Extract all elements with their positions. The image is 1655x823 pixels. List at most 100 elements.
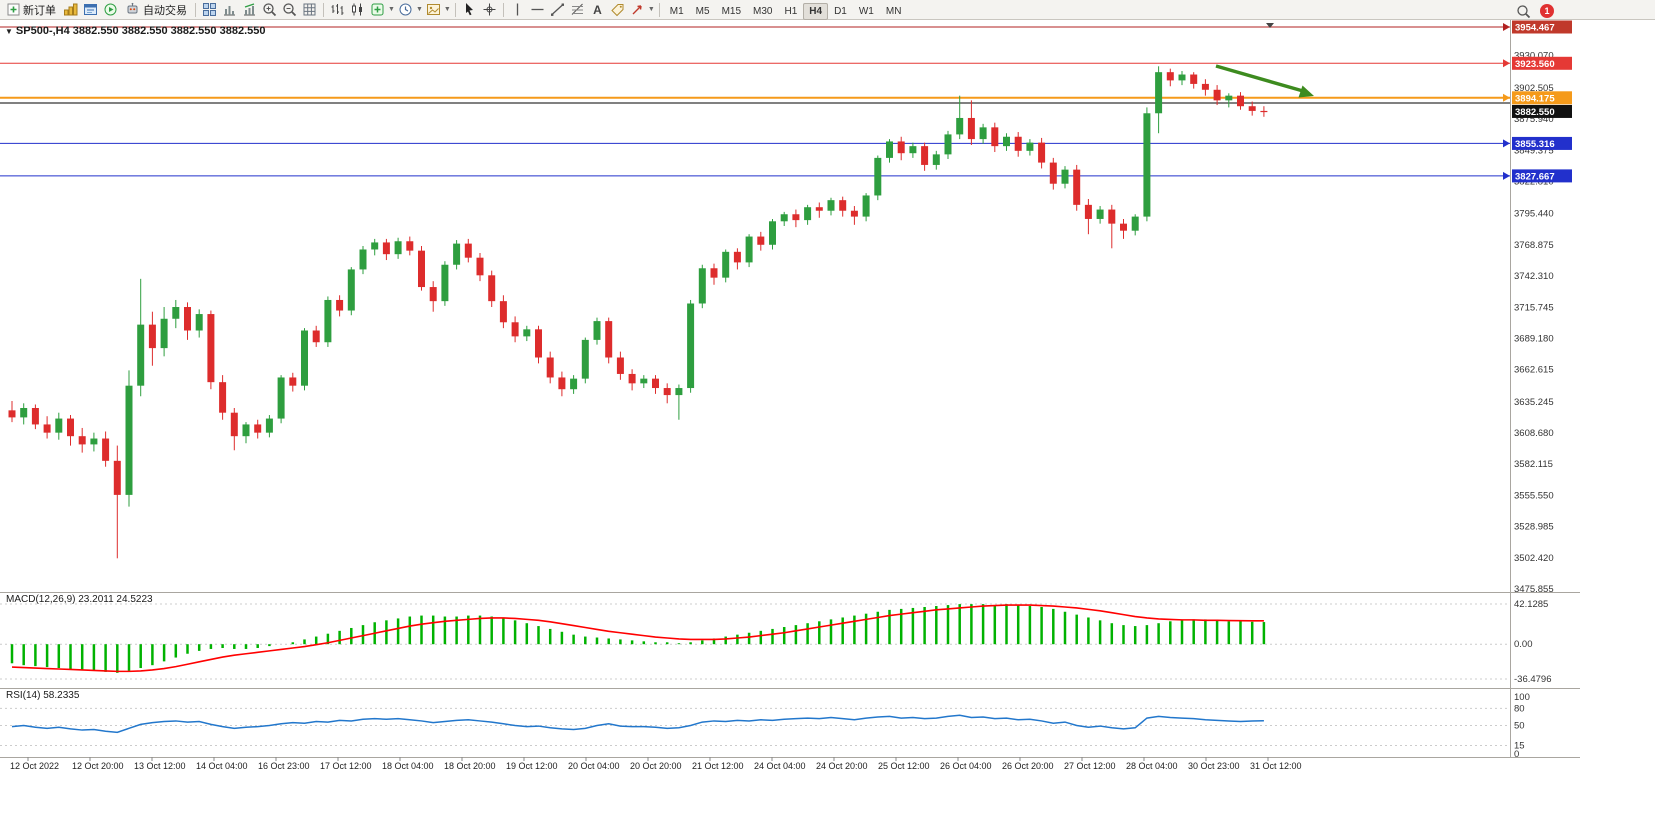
candle-body [1084,204,1092,219]
cursor-icon[interactable] [460,1,479,19]
candle-body [195,314,203,331]
icon-graphic [84,4,97,15]
icon-graphic [331,4,344,15]
candle-body [382,242,390,255]
price-axis-label: 3930.070 [1514,51,1554,62]
macd-signal-line [11,604,1264,673]
label-icon[interactable] [608,1,627,19]
arrows-dropdown-arrow[interactable]: ▼ [647,6,655,13]
candle-body [558,377,566,390]
candle-body [897,141,905,154]
icon-graphic [224,6,235,16]
rsi-axis-label: 80 [1514,703,1525,714]
zoom-in-icon[interactable] [260,1,279,19]
price-axis-label: 3582.115 [1514,459,1553,470]
timeframe-w1-button[interactable]: W1 [858,5,874,17]
chart-shift-marker[interactable] [1266,23,1274,28]
add-indicator-icon[interactable] [368,1,387,19]
candle-body [967,117,975,140]
candle-body [429,287,437,302]
add-indicator-dropdown-arrow[interactable]: ▼ [388,6,395,13]
bar-chart-icon[interactable] [328,1,347,19]
timeframe-d1-button[interactable]: D1 [834,5,847,17]
icon-graphic [263,3,277,17]
icon-graphic [371,3,384,16]
candle-body [687,303,695,389]
macd-axis-label: 0.00 [1514,639,1533,650]
timeframe-m30-button[interactable]: M30 [753,5,773,17]
candle-body [745,236,753,263]
candle-body [20,407,28,418]
market-watch-icon[interactable] [81,1,100,19]
price-axis-label: 3795.440 [1514,209,1554,220]
candle-body [184,307,191,331]
templates-icon[interactable] [424,1,443,19]
trend-arrow[interactable] [1215,64,1304,93]
chart-autoscroll-icon[interactable] [240,1,259,19]
candle-body [55,418,63,433]
candle-body [1178,74,1186,81]
candle-body [944,134,952,155]
candle-body [593,321,601,340]
algo-trading-icon[interactable] [101,1,120,19]
templates-dropdown-arrow[interactable]: ▼ [443,6,451,13]
new-order-button[interactable]: 新订单 [3,1,60,19]
icon-graphic [64,3,78,16]
candle-body [78,436,86,445]
candle-body [289,377,297,386]
timeframe-m15-button[interactable]: M15 [721,5,742,17]
horizontal-line-icon[interactable] [528,1,547,19]
timeframe-m5-button[interactable]: M5 [695,5,710,17]
tile-windows-icon[interactable] [200,1,219,19]
candle-body [102,438,110,461]
icon-graphic [516,3,518,16]
candle-body [535,329,542,358]
timeframe-h1-button[interactable]: H1 [784,5,798,17]
periods-icon[interactable] [396,1,415,19]
candle-body [31,407,39,425]
timeframe-h4-button[interactable]: H4 [803,2,829,20]
candle-body [874,157,882,196]
candle-body [675,388,683,396]
trendline-icon[interactable] [548,1,567,19]
candle-body [301,330,308,386]
icon-graphic [291,11,297,17]
text-icon[interactable]: A [588,1,607,19]
price-line-label: 3827.667 [1515,171,1555,182]
candle-body [8,410,16,418]
rsi-axis-label: 15 [1514,740,1525,751]
candle-body [1073,169,1081,205]
fibonacci-icon[interactable] [568,1,587,19]
auto-trading-button[interactable]: 自动交易 [121,1,191,19]
time-axis-label: 28 Oct 04:00 [1126,761,1178,771]
icon-graphic [248,8,251,15]
notification-badge[interactable]: 1 [1540,4,1554,18]
charts-icon[interactable] [61,1,80,19]
vertical-line-icon[interactable] [508,1,527,19]
crosshair-icon[interactable] [480,1,499,19]
symbol-dropdown-icon[interactable]: ▼ [5,26,13,36]
zoom-out-icon[interactable] [280,1,299,19]
candle-body [67,418,74,437]
rsi-axis-label: 0 [1514,749,1519,760]
arrows-icon[interactable] [628,1,647,19]
toolbar-separator [454,2,456,17]
time-axis-label: 31 Oct 12:00 [1250,761,1302,771]
icon-graphic [352,3,362,16]
price-line-axis-marker [1503,171,1510,180]
timeframe-mn-button[interactable]: MN [885,5,902,17]
icon-graphic [127,5,138,14]
candle-body [207,314,215,383]
candle-body [1108,209,1116,224]
price-axis-label: 3742.310 [1514,271,1554,282]
grid-icon[interactable] [300,1,319,19]
chart-shift-icon[interactable] [220,1,239,19]
periods-dropdown-arrow[interactable]: ▼ [415,6,423,13]
search-icon[interactable] [1514,2,1533,20]
candle-body [464,243,472,258]
price-line-label: 3894.175 [1515,93,1555,104]
timeframe-m1-button[interactable]: M1 [669,5,684,17]
candle-chart-icon[interactable] [348,1,367,19]
candle-body [850,210,858,217]
